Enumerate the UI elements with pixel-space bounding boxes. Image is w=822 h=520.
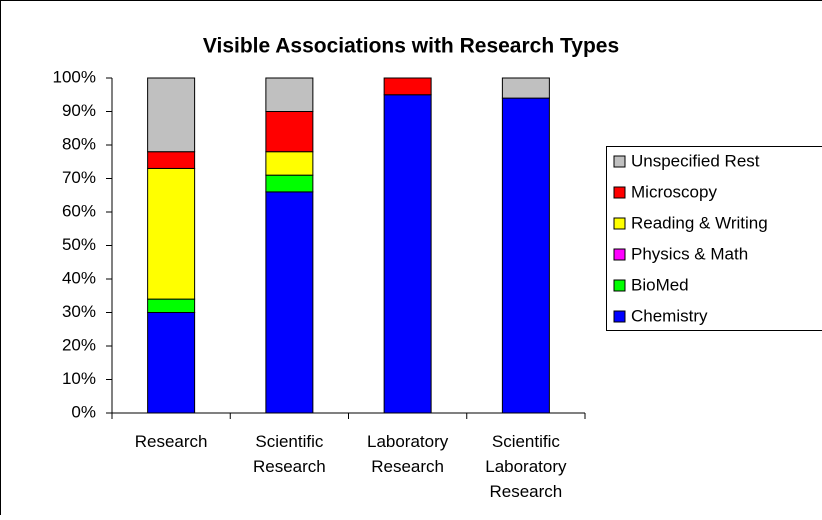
legend-label: Microscopy [631, 182, 717, 201]
y-tick-label: 10% [62, 369, 96, 388]
legend-swatch [614, 249, 625, 260]
legend-swatch [614, 187, 625, 198]
bar-segment [148, 168, 195, 299]
y-tick-label: 50% [62, 235, 96, 254]
legend-label: Chemistry [631, 306, 708, 325]
bar-segment [266, 78, 313, 112]
y-tick-label: 80% [62, 134, 96, 153]
bar-segment [502, 98, 549, 413]
chart-title: Visible Associations with Research Types [203, 35, 619, 58]
legend-label: Reading & Writing [631, 213, 768, 232]
bar-segment [266, 152, 313, 175]
y-tick-label: 30% [62, 302, 96, 321]
bar-segment [266, 175, 313, 192]
y-tick-label: 70% [62, 168, 96, 187]
bar-segment [266, 192, 313, 413]
bar-segment [502, 78, 549, 98]
legend-swatch [614, 311, 625, 322]
bar-segment [148, 152, 195, 169]
y-tick-label: 90% [62, 101, 96, 120]
y-tick-label: 20% [62, 335, 96, 354]
legend-swatch [614, 280, 625, 291]
legend-label: Physics & Math [631, 244, 748, 263]
legend-label: Unspecified Rest [631, 151, 760, 170]
y-tick-label: 40% [62, 268, 96, 287]
bar-segment [148, 78, 195, 152]
bar-segment [384, 95, 431, 413]
legend-box [607, 147, 822, 331]
bar-segment [266, 112, 313, 152]
y-tick-label: 0% [71, 402, 96, 421]
legend-swatch [614, 218, 625, 229]
x-tick-label: Research [135, 432, 208, 451]
y-tick-label: 60% [62, 201, 96, 220]
bar-segment [384, 78, 431, 95]
bar-segment [148, 299, 195, 312]
legend-label: BioMed [631, 275, 689, 294]
bar-segment [148, 313, 195, 414]
y-tick-label: 100% [53, 67, 96, 86]
legend-swatch [614, 156, 625, 167]
